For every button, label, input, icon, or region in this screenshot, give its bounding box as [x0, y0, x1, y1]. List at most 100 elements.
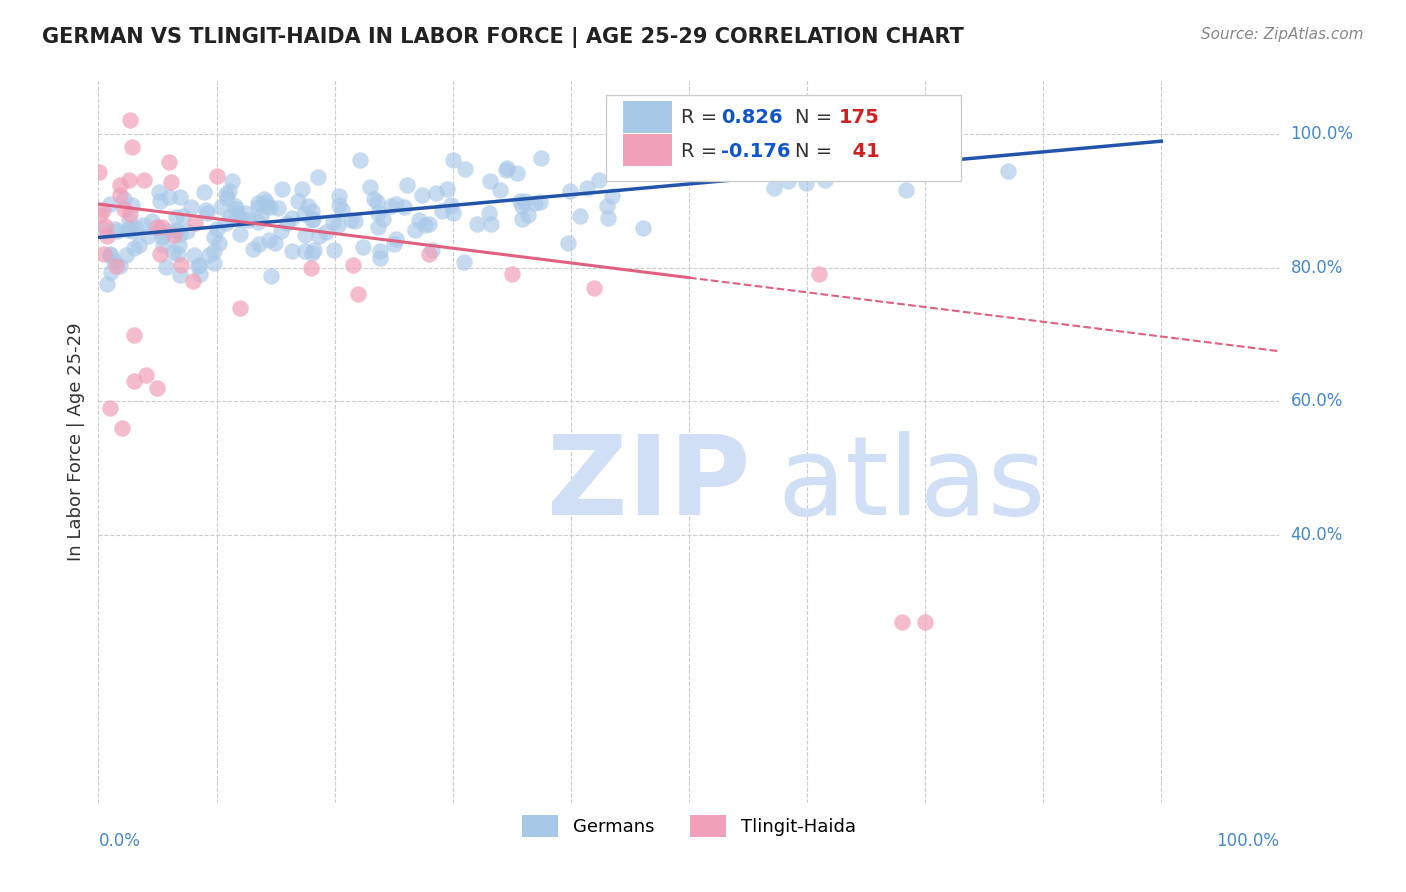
Point	[529, 194, 551, 209]
Point	[441, 153, 464, 167]
Point	[328, 198, 350, 212]
Point	[256, 199, 278, 213]
FancyBboxPatch shape	[623, 101, 672, 133]
Point	[214, 186, 236, 201]
Point	[195, 203, 218, 218]
Text: 175: 175	[839, 108, 880, 128]
Point	[170, 258, 193, 272]
Point	[183, 216, 205, 230]
Text: GERMAN VS TLINGIT-HAIDA IN LABOR FORCE | AGE 25-29 CORRELATION CHART: GERMAN VS TLINGIT-HAIDA IN LABOR FORCE |…	[42, 27, 965, 48]
Point	[141, 213, 163, 227]
Point	[167, 247, 190, 261]
Point	[384, 196, 406, 211]
Text: R =: R =	[681, 108, 723, 128]
Text: 100.0%: 100.0%	[1216, 831, 1279, 850]
Point	[96, 277, 118, 291]
Point	[228, 211, 250, 225]
Point	[118, 213, 141, 227]
Point	[117, 223, 139, 237]
Point	[260, 269, 283, 284]
Point	[115, 248, 138, 262]
Point	[453, 255, 475, 269]
Point	[418, 247, 440, 261]
Point	[596, 211, 619, 226]
Point	[98, 197, 121, 211]
FancyBboxPatch shape	[606, 95, 960, 181]
Point	[162, 228, 184, 243]
Point	[152, 238, 174, 252]
Point	[304, 243, 326, 257]
Point	[440, 198, 463, 212]
Point	[247, 237, 270, 252]
Point	[510, 212, 533, 227]
Point	[315, 225, 337, 239]
Point	[382, 236, 405, 251]
Point	[890, 615, 912, 630]
Point	[205, 169, 228, 183]
Text: 41: 41	[839, 142, 880, 161]
Point	[122, 327, 145, 342]
Point	[328, 188, 350, 202]
Point	[896, 183, 918, 197]
Text: -0.176: -0.176	[721, 142, 790, 161]
Point	[270, 224, 292, 238]
Point	[380, 199, 402, 213]
Point	[159, 175, 181, 189]
Point	[183, 248, 205, 262]
Point	[322, 244, 344, 258]
Point	[104, 221, 127, 235]
Legend: Germans, Tlingit-Haida: Germans, Tlingit-Haida	[515, 808, 863, 845]
Point	[413, 219, 436, 233]
Point	[93, 222, 115, 236]
Point	[271, 182, 294, 196]
Point	[763, 181, 786, 195]
Point	[291, 182, 314, 196]
Point	[294, 227, 316, 242]
Point	[530, 151, 553, 165]
Point	[120, 206, 142, 220]
Point	[557, 235, 579, 250]
Point	[706, 154, 728, 169]
Point	[238, 213, 260, 227]
Point	[104, 259, 127, 273]
Point	[105, 224, 128, 238]
Point	[112, 202, 135, 217]
Point	[188, 267, 211, 281]
Point	[166, 210, 188, 224]
Point	[418, 217, 440, 231]
Point	[166, 223, 188, 237]
Point	[225, 205, 247, 219]
Point	[204, 244, 226, 258]
Point	[135, 368, 157, 382]
Text: 0.0%: 0.0%	[98, 831, 141, 850]
Text: 100.0%: 100.0%	[1291, 125, 1354, 143]
Point	[807, 268, 830, 282]
Point	[246, 215, 269, 229]
Point	[89, 208, 111, 222]
Point	[366, 195, 388, 210]
Text: N =: N =	[796, 108, 839, 128]
Point	[330, 202, 353, 217]
Point	[914, 615, 936, 630]
Point	[247, 196, 270, 211]
Point	[181, 274, 204, 288]
Point	[814, 173, 837, 187]
Point	[302, 211, 325, 226]
Point	[465, 217, 488, 231]
Point	[169, 227, 191, 241]
Point	[420, 243, 443, 257]
Point	[208, 235, 231, 250]
Point	[205, 222, 228, 236]
Text: atlas: atlas	[778, 432, 1046, 539]
Point	[145, 219, 167, 234]
Point	[495, 162, 517, 177]
Point	[93, 203, 115, 218]
Text: R =: R =	[681, 142, 723, 161]
Point	[633, 220, 655, 235]
Point	[134, 172, 156, 186]
Point	[340, 213, 363, 227]
Point	[110, 260, 132, 274]
Point	[347, 287, 370, 301]
Point	[436, 182, 458, 196]
Point	[87, 165, 110, 179]
